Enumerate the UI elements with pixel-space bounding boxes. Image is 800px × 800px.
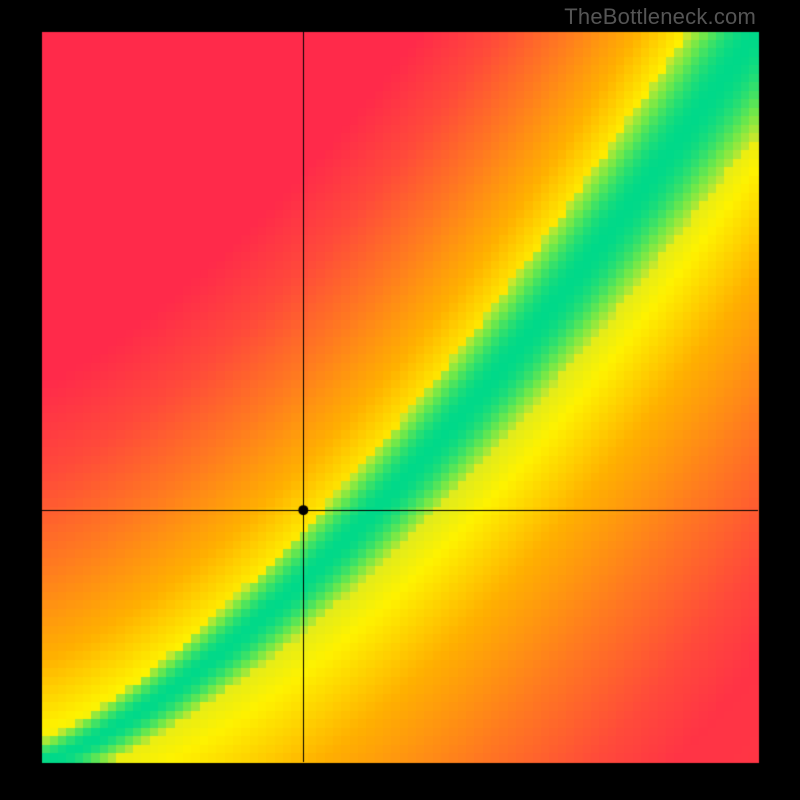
chart-container: TheBottleneck.com xyxy=(0,0,800,800)
watermark-text: TheBottleneck.com xyxy=(564,4,756,30)
bottleneck-heatmap xyxy=(0,0,800,800)
